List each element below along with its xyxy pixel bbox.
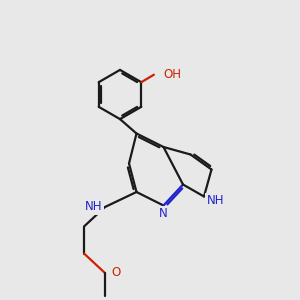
Text: OH: OH [163, 68, 181, 81]
Text: N: N [159, 207, 168, 220]
Text: NH: NH [85, 200, 102, 214]
Text: NH: NH [207, 194, 224, 208]
Text: O: O [111, 266, 120, 280]
